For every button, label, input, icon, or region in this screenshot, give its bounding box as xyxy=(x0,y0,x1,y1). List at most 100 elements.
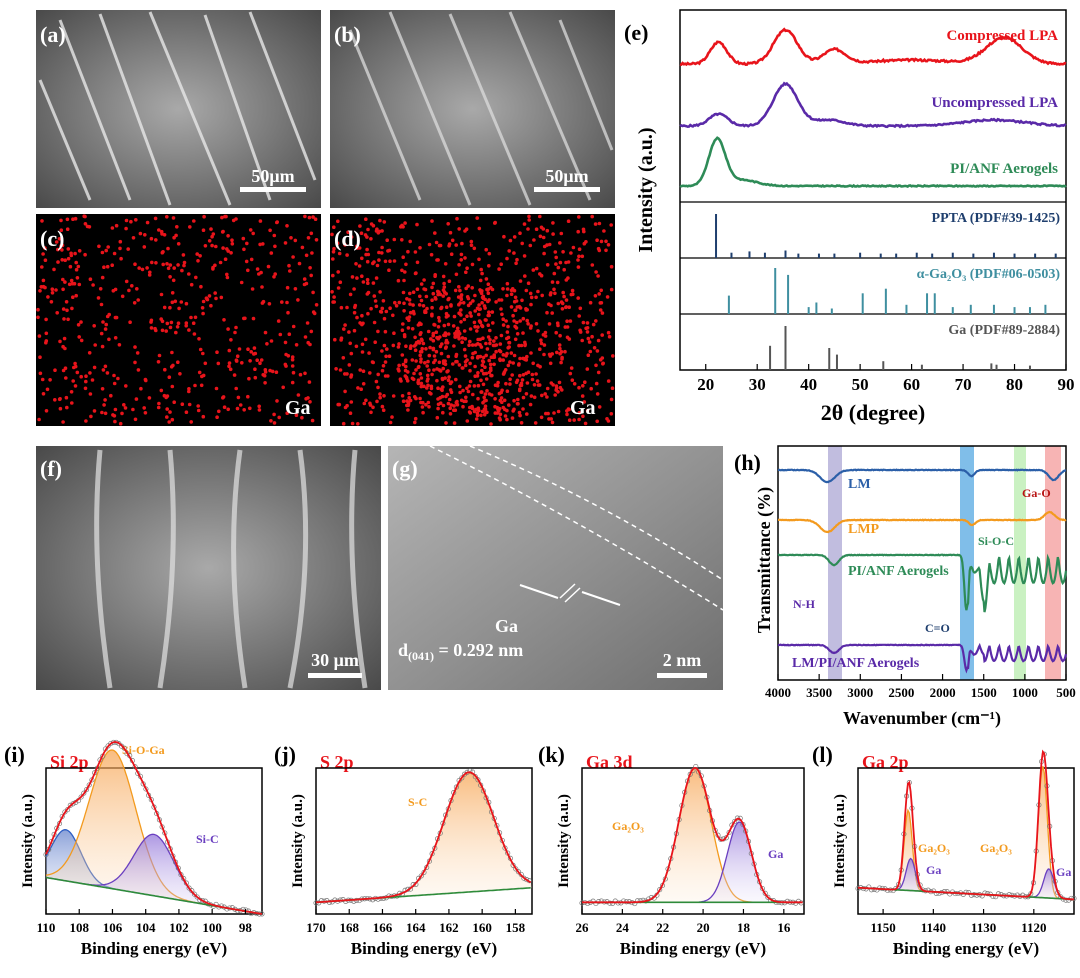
eds-dot xyxy=(421,304,426,308)
eds-dot xyxy=(83,386,88,391)
eds-dot xyxy=(62,317,66,321)
eds-dot xyxy=(606,330,611,335)
eds-dot xyxy=(417,364,421,369)
eds-dot xyxy=(99,302,104,307)
panel-f: (f) 30 μm xyxy=(36,446,381,690)
eds-dot xyxy=(457,285,461,289)
eds-dot xyxy=(481,355,486,360)
eds-dot xyxy=(562,294,566,299)
eds-dot xyxy=(381,408,386,413)
scale-label-g: 2 nm xyxy=(663,650,702,670)
eds-dot xyxy=(581,320,586,325)
eds-dot xyxy=(169,320,174,325)
xps-tick-label: 18 xyxy=(737,920,751,935)
eds-dot xyxy=(604,248,608,253)
eds-dot xyxy=(413,416,418,421)
eds-dot xyxy=(405,403,409,408)
eds-dot xyxy=(472,246,477,251)
panel-label-i: (i) xyxy=(4,742,25,767)
eds-dot xyxy=(481,336,485,341)
eds-dot xyxy=(214,386,219,391)
eds-dot xyxy=(283,340,288,345)
eds-dot xyxy=(469,314,473,318)
eds-dot xyxy=(136,298,140,302)
ref-label-ga: Ga (PDF#89-2884) xyxy=(948,323,1060,338)
eds-dot xyxy=(555,350,559,355)
eds-dot xyxy=(369,237,373,241)
eds-dot xyxy=(400,353,405,357)
eds-dot xyxy=(404,364,408,369)
eds-dot xyxy=(314,238,319,242)
eds-dot xyxy=(510,416,515,420)
eds-dot xyxy=(443,359,447,363)
eds-dot xyxy=(526,227,530,231)
eds-dot xyxy=(534,266,539,271)
eds-dot xyxy=(84,374,88,379)
eds-dot xyxy=(595,392,600,396)
eds-dot xyxy=(572,382,577,386)
eds-dot xyxy=(298,372,303,377)
xps-point xyxy=(521,875,527,881)
eds-dot xyxy=(365,235,369,239)
eds-dot xyxy=(397,300,402,305)
eds-dot xyxy=(352,310,357,315)
eds-dot xyxy=(471,299,475,303)
eds-dot xyxy=(172,400,176,405)
eds-dot xyxy=(478,337,483,342)
eds-dot xyxy=(374,229,379,233)
eds-dot xyxy=(494,349,498,354)
eds-dot xyxy=(605,417,609,421)
eds-dot xyxy=(545,263,550,267)
eds-dot xyxy=(411,290,416,295)
eds-dot xyxy=(480,271,484,276)
eds-dot xyxy=(77,282,82,287)
eds-dot xyxy=(229,251,233,255)
eds-dot xyxy=(446,354,451,359)
eds-dot xyxy=(126,247,130,251)
series-compressed-lpa xyxy=(679,27,1067,67)
eds-dot xyxy=(506,363,511,368)
eds-dot xyxy=(480,323,484,328)
eds-dot xyxy=(101,368,106,372)
eds-dot xyxy=(361,280,366,284)
eds-dot xyxy=(87,351,92,355)
xps-tick-label: 100 xyxy=(202,920,222,935)
eds-dot xyxy=(309,273,314,278)
eds-dot xyxy=(366,252,371,257)
eds-dot xyxy=(268,228,272,233)
eds-dot xyxy=(196,408,201,413)
eds-dot xyxy=(330,290,334,294)
eds-dot xyxy=(364,398,368,403)
eds-dot xyxy=(600,333,604,337)
eds-dot xyxy=(461,404,465,409)
eds-dot xyxy=(569,366,574,370)
eds-dot xyxy=(503,414,508,418)
eds-dot xyxy=(347,330,351,334)
eds-dot xyxy=(383,259,388,264)
eds-dot xyxy=(124,218,129,223)
eds-dot xyxy=(159,317,163,321)
eds-dot xyxy=(414,340,419,345)
eds-dot xyxy=(249,257,254,262)
eds-dot xyxy=(424,402,428,407)
eds-dot xyxy=(124,226,128,231)
eds-dot xyxy=(468,339,472,344)
eds-dot xyxy=(532,383,537,387)
eds-dot xyxy=(468,379,473,384)
ftir-legend-lm: LM xyxy=(848,477,871,492)
eds-dot xyxy=(402,333,407,337)
eds-dot xyxy=(291,324,296,329)
eds-dot xyxy=(164,329,168,333)
eds-dot xyxy=(175,225,179,229)
eds-dot xyxy=(490,373,494,378)
eds-dot xyxy=(467,343,471,348)
eds-dot xyxy=(201,351,205,356)
eds-dot xyxy=(361,382,366,386)
eds-dot xyxy=(339,336,344,341)
eds-dot xyxy=(234,358,239,363)
eds-dot xyxy=(233,330,237,335)
panel-g: (g) Ga d(041) = 0.292 nm 2 nm xyxy=(388,445,724,690)
eds-dot xyxy=(470,406,475,411)
eds-dot xyxy=(487,313,492,318)
eds-dot xyxy=(174,330,178,335)
